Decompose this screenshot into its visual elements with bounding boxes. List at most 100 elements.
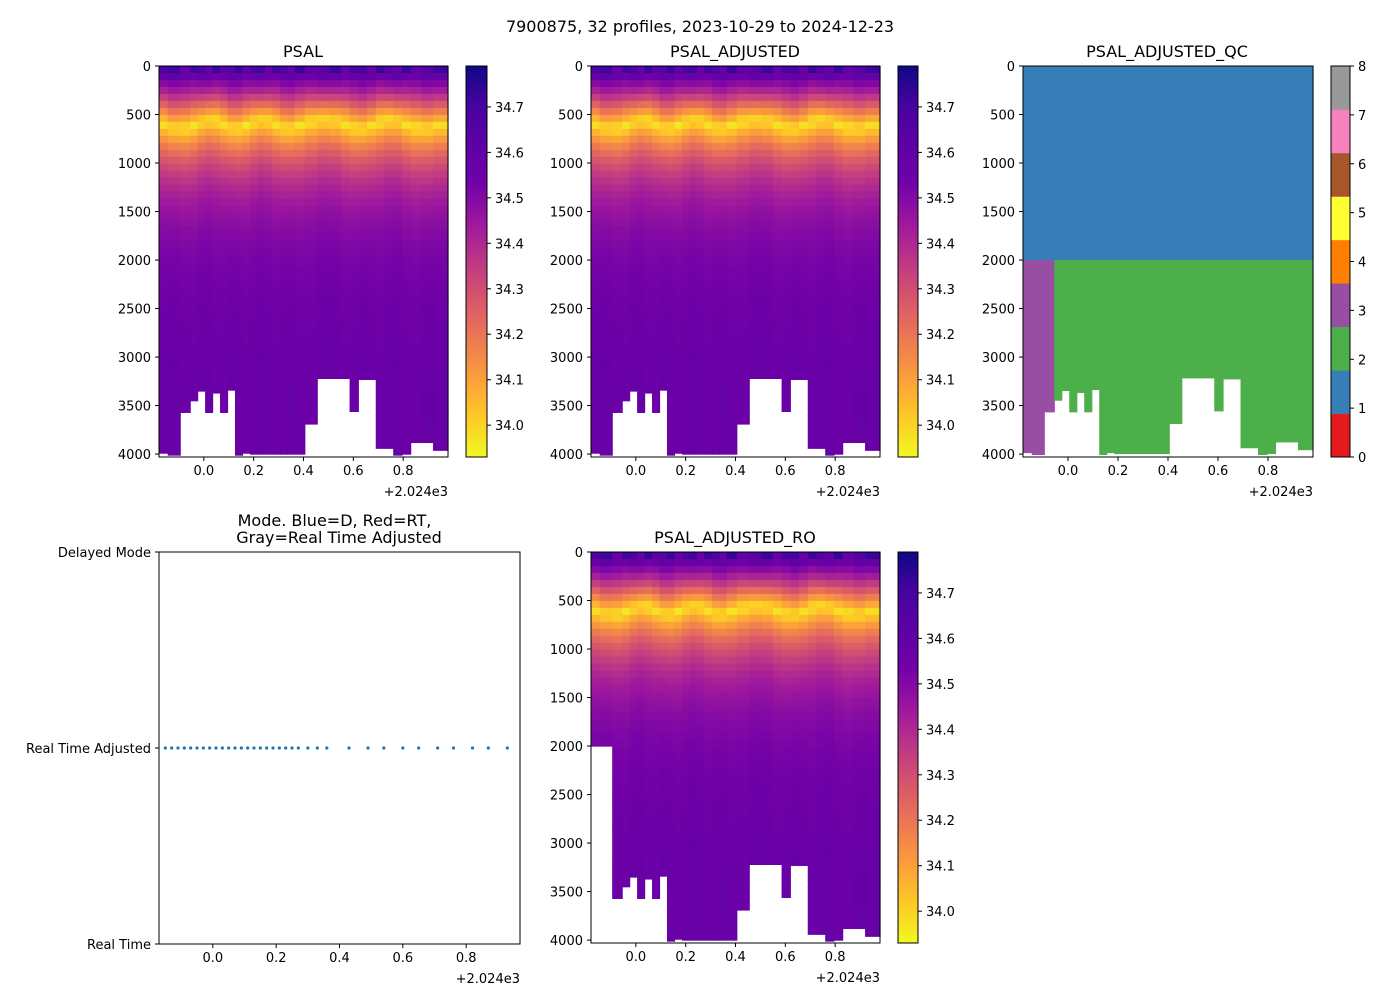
salinity-cell [272,352,281,360]
salinity-cell [749,72,763,81]
salinity-cell [807,845,818,853]
salinity-cell [704,677,713,686]
salinity-cell [264,289,273,298]
salinity-cell [287,100,296,109]
salinity-cell [212,128,221,137]
colorbar-tick-label: 6 [1358,158,1366,173]
salinity-cell [825,310,835,318]
salinity-cell [591,552,601,560]
salinity-cell [304,394,318,402]
salinity-cell [696,366,705,374]
salinity-cell [726,219,738,228]
salinity-cell [220,72,229,81]
salinity-cell [287,142,296,151]
salinity-cell [340,261,351,270]
salinity-cell [637,275,646,284]
salinity-cell [781,177,791,186]
salinity-cell [384,373,394,381]
salinity-cell [816,135,826,144]
salinity-cell [726,705,738,714]
salinity-cell [279,275,288,284]
salinity-cell [726,656,738,665]
salinity-cell [349,296,359,304]
salinity-cell [781,359,791,367]
salinity-cell [719,628,728,637]
salinity-cell [622,72,631,81]
salinity-cell [719,429,728,437]
salinity-cell [433,436,449,444]
salinity-cell [719,552,728,560]
salinity-cell [329,282,342,291]
salinity-cell [666,275,676,284]
salinity-cell [622,156,631,165]
salinity-cell [612,698,623,707]
salinity-cell [612,373,623,381]
salinity-cell [629,380,638,388]
salinity-cell [736,621,750,630]
salinity-cell [264,338,273,346]
colorbar-tick-label: 34.5 [495,192,524,207]
salinity-cell [704,922,713,930]
qc-cell [1069,66,1078,261]
x-tick-label: 0.8 [825,464,846,479]
salinity-cell [666,184,676,193]
salinity-cell [696,66,705,74]
salinity-cell [257,100,266,109]
salinity-cell [637,614,646,623]
salinity-cell [666,401,676,409]
salinity-cell [591,635,601,644]
salinity-cell [865,66,881,74]
salinity-cell [865,226,881,235]
salinity-cell [865,121,881,130]
salinity-cell [340,317,351,325]
salinity-cell [833,401,844,409]
salinity-cell [375,338,386,346]
salinity-cell [689,649,698,658]
colorbar-tick-label: 2 [1358,353,1366,368]
salinity-cell [264,401,273,409]
mode-point [417,746,421,750]
salinity-cell [249,205,259,214]
salinity-cell [264,184,273,193]
salinity-cell [375,198,386,207]
salinity-cell [726,275,738,284]
salinity-cell [674,726,683,735]
salinity-cell [393,219,403,228]
salinity-cell [257,338,266,346]
salinity-cell [689,170,698,179]
qc-cell [1214,66,1224,261]
salinity-cell [790,268,800,277]
salinity-cell [681,649,691,658]
salinity-cell [637,338,646,346]
salinity-cell [234,366,244,374]
salinity-cell [197,149,206,158]
salinity-cell [696,184,705,193]
salinity-cell [674,698,683,707]
salinity-cell [212,177,221,186]
salinity-cell [807,600,818,609]
salinity-cell [294,394,306,402]
salinity-cell [159,366,169,374]
salinity-cell [375,79,386,88]
salinity-cell [612,366,623,374]
salinity-cell [180,401,191,409]
salinity-cell [652,366,661,374]
salinity-cell [781,838,791,846]
salinity-cell [384,401,394,409]
salinity-cell [599,698,613,707]
salinity-cell [736,908,750,911]
salinity-cell [384,275,394,284]
salinity-cell [212,254,221,263]
salinity-cell [666,177,676,186]
salinity-cell [666,198,676,207]
salinity-cell [279,86,288,95]
salinity-cell [799,72,809,81]
salinity-cell [696,107,705,116]
salinity-cell [304,93,318,102]
salinity-cell [197,240,206,249]
salinity-cell [681,282,691,291]
salinity-cell [272,219,281,228]
salinity-cell [249,254,259,263]
salinity-cell [622,873,631,881]
salinity-cell [807,191,818,200]
